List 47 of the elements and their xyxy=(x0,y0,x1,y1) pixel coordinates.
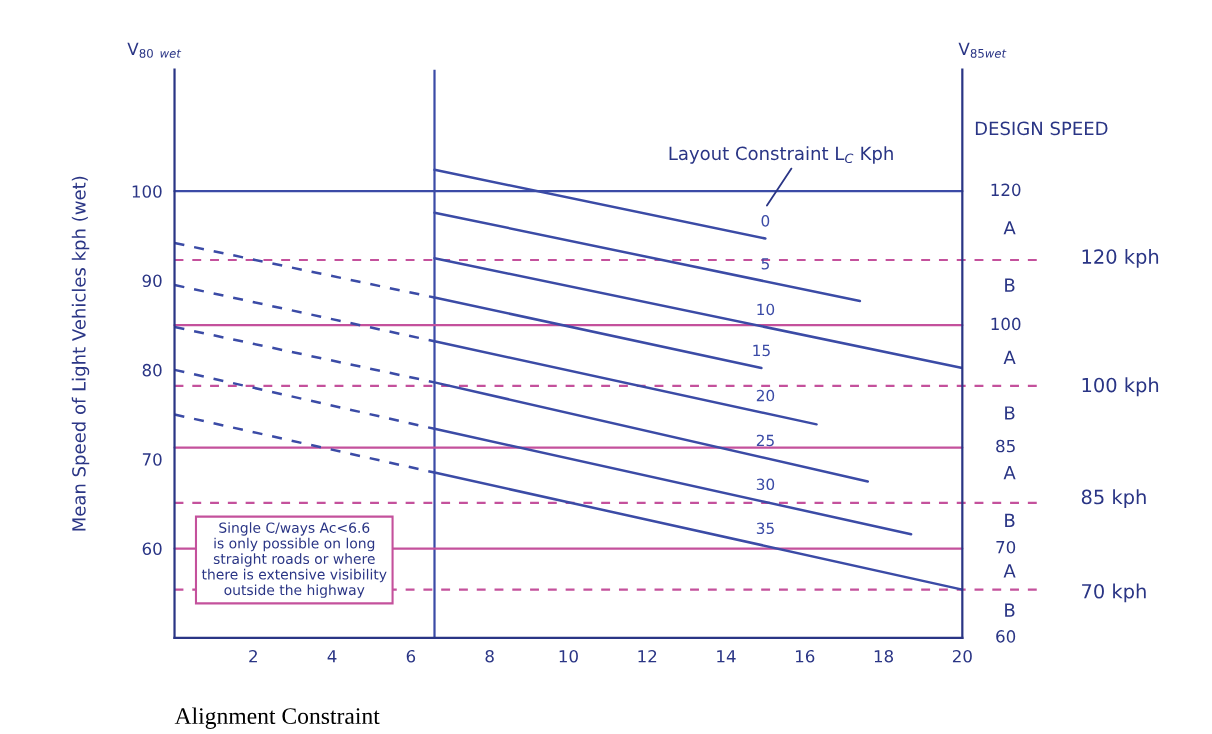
y-tick-label: 90 xyxy=(142,274,162,288)
text: A xyxy=(1003,350,1016,364)
text: B xyxy=(1005,603,1015,617)
y-tick-label: 100 xyxy=(132,185,162,198)
x-tick-label: 10 xyxy=(559,649,578,663)
text: B xyxy=(1005,513,1015,527)
series-label: 30 xyxy=(756,478,775,491)
text: 60 xyxy=(996,630,1016,643)
x-tick-label: 14 xyxy=(717,650,736,663)
series-label: 20 xyxy=(756,389,775,402)
x-tick-label: 2 xyxy=(249,649,257,663)
x-axis-title: Alignment Constraint xyxy=(174,707,380,729)
text: B xyxy=(1005,278,1015,292)
y-axis-title: Mean Speed of Light Vehicles kph (wet) xyxy=(71,176,90,531)
y-tick-label: 80 xyxy=(142,363,162,377)
text: A xyxy=(1003,221,1016,235)
x-tick-label: 20 xyxy=(952,649,972,663)
x-tick-label: 4 xyxy=(327,650,337,663)
text: DESIGN SPEED xyxy=(975,121,1108,136)
series-label: 5 xyxy=(761,258,769,270)
text: 100 xyxy=(991,317,1021,331)
text: 100 kph xyxy=(1082,377,1159,397)
text: 120 kph xyxy=(1082,248,1159,268)
y-tick-label: 70 xyxy=(142,453,162,466)
text: 120 xyxy=(991,183,1021,197)
text: 85 xyxy=(996,439,1015,453)
series-label: 10 xyxy=(757,303,775,316)
x-tick-label: 12 xyxy=(638,649,657,663)
y-tick-label: 60 xyxy=(142,542,162,556)
series-label: 35 xyxy=(756,522,774,535)
series-label: 25 xyxy=(756,434,774,447)
text: A xyxy=(1003,466,1016,480)
text: 85 kph xyxy=(1081,489,1146,509)
annotation: Single C/ways Ac<6.6 is only possible on long straight roads or where there is extensive visibility outside the highway xyxy=(201,522,387,598)
text: 70 xyxy=(996,540,1016,554)
x-tick-label: 6 xyxy=(406,649,416,663)
text: B xyxy=(1005,406,1015,420)
text: A xyxy=(1003,564,1016,578)
annotation: Layout Constraint L$_{C}$ Kph xyxy=(669,146,893,164)
x-tick-label: 8 xyxy=(485,649,494,663)
series-label: 15 xyxy=(753,344,770,357)
x-tick-label: 18 xyxy=(874,649,894,663)
x-tick-label: 16 xyxy=(795,649,815,663)
series-label: 0 xyxy=(761,215,770,227)
text: 70 kph xyxy=(1082,583,1146,603)
text: V$_{80 wet}$ xyxy=(127,42,182,58)
text: V$_{85wet}$ xyxy=(958,42,1007,58)
